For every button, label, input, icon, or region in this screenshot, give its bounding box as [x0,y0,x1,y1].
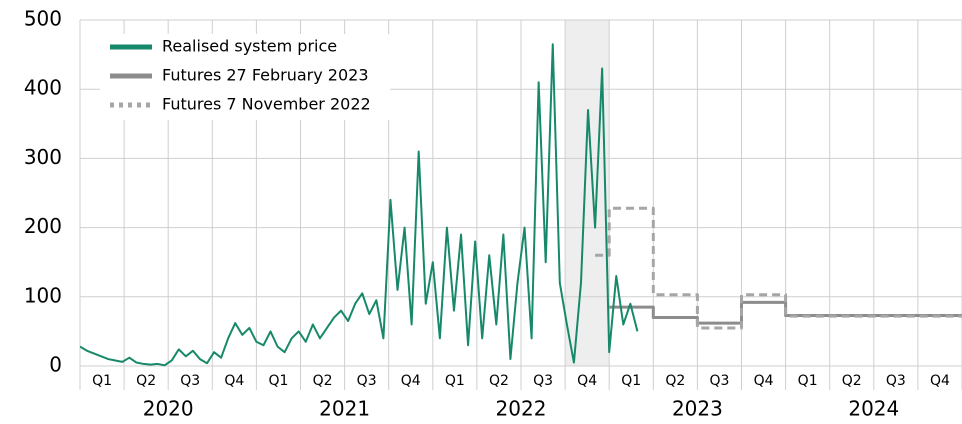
legend-label: Realised system price [162,37,337,56]
quarter-label: Q4 [754,373,774,389]
year-label: 2021 [319,397,370,421]
legend-label: Futures 27 February 2023 [162,66,369,85]
quarter-label: Q1 [798,373,818,389]
year-label: 2023 [672,397,723,421]
quarter-label: Q3 [533,373,553,389]
year-label: 2020 [143,397,194,421]
quarter-label: Q2 [313,373,333,389]
y-tick-label: 500 [24,7,62,31]
quarter-label: Q4 [930,373,950,389]
quarter-label: Q4 [401,373,421,389]
quarter-label: Q1 [92,373,112,389]
y-tick-label: 100 [24,283,62,307]
quarter-label: Q1 [445,373,465,389]
quarter-label: Q3 [180,373,200,389]
quarter-label: Q2 [665,373,685,389]
y-tick-label: 200 [24,214,62,238]
series-line [595,206,962,330]
quarter-label: Q4 [224,373,244,389]
quarter-label: Q3 [357,373,377,389]
y-tick-label: 0 [49,353,62,377]
quarter-label: Q2 [489,373,509,389]
year-label: 2024 [848,397,899,421]
quarter-label: Q3 [886,373,906,389]
y-tick-label: 300 [24,145,62,169]
series-line [80,43,639,367]
quarter-label: Q1 [268,373,288,389]
quarter-label: Q1 [621,373,641,389]
quarter-label: Q2 [136,373,156,389]
quarter-label: Q2 [842,373,862,389]
quarter-label: Q3 [709,373,729,389]
y-tick-label: 400 [24,76,62,100]
year-label: 2022 [496,397,547,421]
legend-label: Futures 7 November 2022 [162,95,371,114]
quarter-label: Q4 [577,373,597,389]
